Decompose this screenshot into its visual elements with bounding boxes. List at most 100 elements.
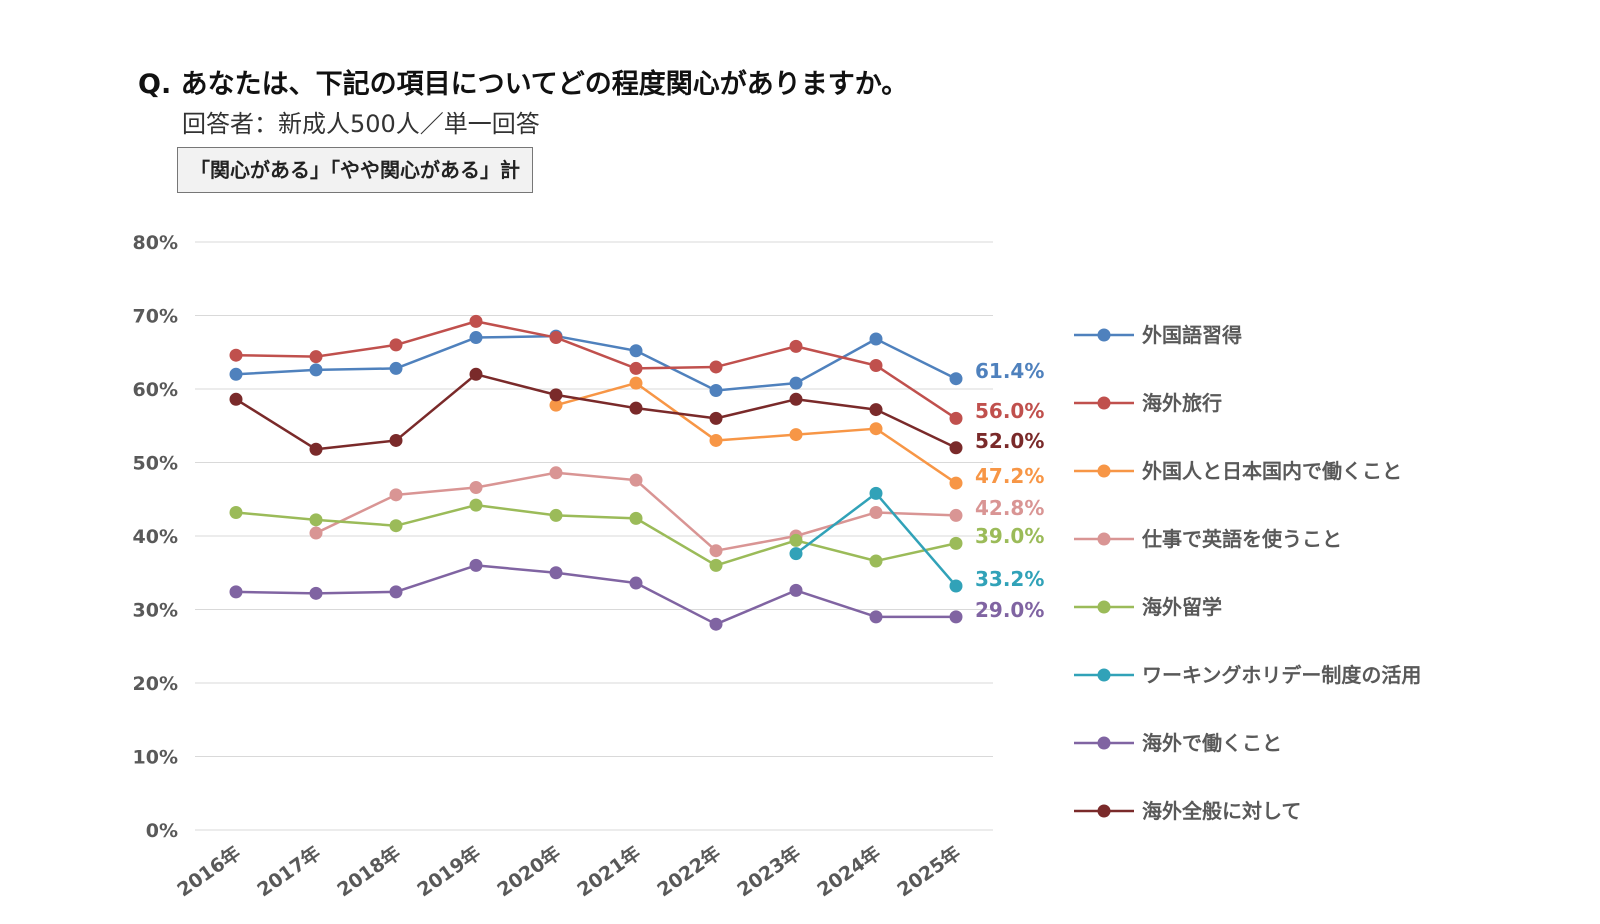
data-point-s0-2 — [389, 361, 403, 375]
data-point-s6-8 — [869, 610, 883, 624]
end-label-7: 52.0% — [975, 429, 1044, 453]
x-tick-label-4: 2020年 — [493, 841, 565, 901]
note-box: 「関心がある」「やや関心がある」計 — [177, 147, 533, 193]
data-point-s7-5 — [629, 401, 643, 415]
data-point-s1-1 — [309, 350, 323, 364]
data-point-s7-2 — [389, 433, 403, 447]
data-point-s4-2 — [389, 519, 403, 533]
data-point-s2-8 — [869, 422, 883, 436]
data-point-s6-6 — [709, 617, 723, 631]
data-point-s3-5 — [629, 473, 643, 487]
data-point-s2-4 — [549, 398, 563, 412]
end-label-1: 56.0% — [975, 399, 1044, 423]
data-point-s3-2 — [389, 488, 403, 502]
legend-marker-1 — [1097, 396, 1111, 410]
y-tick-label-0: 0% — [146, 820, 178, 842]
x-tick-label-1: 2017年 — [253, 841, 325, 901]
data-point-s2-9 — [949, 476, 963, 490]
end-label-0: 61.4% — [975, 359, 1044, 383]
series-line-6 — [235, 564, 956, 626]
series-line-2 — [555, 381, 957, 485]
data-point-s4-4 — [549, 508, 563, 522]
data-point-s1-6 — [709, 360, 723, 374]
series-line-4 — [235, 503, 957, 567]
legend-marker-0 — [1097, 328, 1111, 342]
data-point-s7-7 — [789, 392, 803, 406]
data-point-s4-0 — [229, 505, 243, 519]
data-point-s1-9 — [949, 411, 963, 425]
y-tick-label-70: 70% — [133, 306, 178, 328]
data-point-s3-4 — [549, 466, 563, 480]
data-point-s6-2 — [389, 585, 403, 599]
y-tick-label-40: 40% — [133, 526, 178, 548]
x-tick-label-9: 2025年 — [893, 841, 965, 901]
data-point-s7-8 — [869, 403, 883, 417]
y-tick-label-10: 10% — [133, 747, 178, 769]
series-line-0 — [235, 334, 957, 392]
data-point-s2-5 — [629, 376, 643, 390]
legend-marker-2 — [1097, 464, 1111, 478]
data-point-s0-6 — [709, 383, 723, 397]
legend-label-5: ワーキングホリデー制度の活用 — [1142, 663, 1421, 687]
data-point-s4-6 — [709, 558, 723, 572]
end-label-3: 42.8% — [975, 496, 1044, 520]
data-point-s1-8 — [869, 358, 883, 372]
legend-marker-3 — [1097, 532, 1111, 546]
data-point-s5-9 — [949, 579, 963, 593]
y-tick-label-20: 20% — [133, 673, 178, 695]
legend-marker-4 — [1097, 600, 1111, 614]
data-point-s1-7 — [789, 339, 803, 353]
data-point-s4-7 — [789, 533, 803, 547]
data-point-s4-5 — [629, 511, 643, 525]
data-point-s7-9 — [949, 441, 963, 455]
data-point-s3-3 — [469, 480, 483, 494]
data-point-s3-6 — [709, 544, 723, 558]
y-tick-label-60: 60% — [133, 379, 178, 401]
data-point-s6-1 — [309, 586, 323, 600]
data-point-s5-7 — [789, 547, 803, 561]
data-point-s3-8 — [869, 505, 883, 519]
data-point-s6-4 — [549, 566, 563, 580]
end-label-2: 47.2% — [975, 464, 1044, 488]
y-tick-label-30: 30% — [133, 600, 178, 622]
x-tick-label-5: 2021年 — [573, 841, 645, 901]
x-tick-label-3: 2019年 — [413, 841, 485, 901]
end-label-6: 29.0% — [975, 598, 1044, 622]
legend-label-4: 海外留学 — [1142, 595, 1222, 619]
data-point-s4-1 — [309, 513, 323, 527]
series-line-7 — [235, 373, 957, 451]
data-point-s7-1 — [309, 442, 323, 456]
data-point-s3-9 — [949, 508, 963, 522]
chart-title: Q. あなたは、下記の項目についてどの程度関心がありますか。 — [138, 69, 909, 100]
data-point-s4-3 — [469, 498, 483, 512]
x-tick-label-0: 2016年 — [173, 841, 245, 901]
x-tick-label-6: 2022年 — [653, 841, 725, 901]
legend-marker-6 — [1097, 736, 1111, 750]
data-point-s3-1 — [309, 526, 323, 540]
data-point-s1-0 — [229, 348, 243, 362]
data-point-s1-2 — [389, 338, 403, 352]
data-point-s4-8 — [869, 554, 883, 568]
data-point-s0-0 — [229, 367, 243, 381]
data-point-s6-3 — [469, 558, 483, 572]
data-point-s6-7 — [789, 583, 803, 597]
data-point-s1-5 — [629, 361, 643, 375]
data-point-s1-4 — [549, 331, 563, 345]
data-point-s7-3 — [469, 367, 483, 381]
data-point-s0-3 — [469, 331, 483, 345]
x-tick-label-8: 2024年 — [813, 841, 885, 901]
data-point-s6-0 — [229, 585, 243, 599]
data-point-s4-9 — [949, 536, 963, 550]
data-point-s5-8 — [869, 486, 883, 500]
end-label-5: 33.2% — [975, 567, 1044, 591]
data-point-s0-5 — [629, 344, 643, 358]
data-point-s0-7 — [789, 376, 803, 390]
data-point-s2-7 — [789, 428, 803, 442]
legend-marker-7 — [1097, 804, 1111, 818]
data-point-s0-1 — [309, 363, 323, 377]
y-tick-label-50: 50% — [133, 453, 178, 475]
legend-label-1: 海外旅行 — [1142, 391, 1222, 415]
legend-label-2: 外国人と日本国内で働くこと — [1142, 459, 1402, 483]
legend-label-3: 仕事で英語を使うこと — [1141, 527, 1342, 551]
legend-label-0: 外国語習得 — [1142, 323, 1242, 347]
